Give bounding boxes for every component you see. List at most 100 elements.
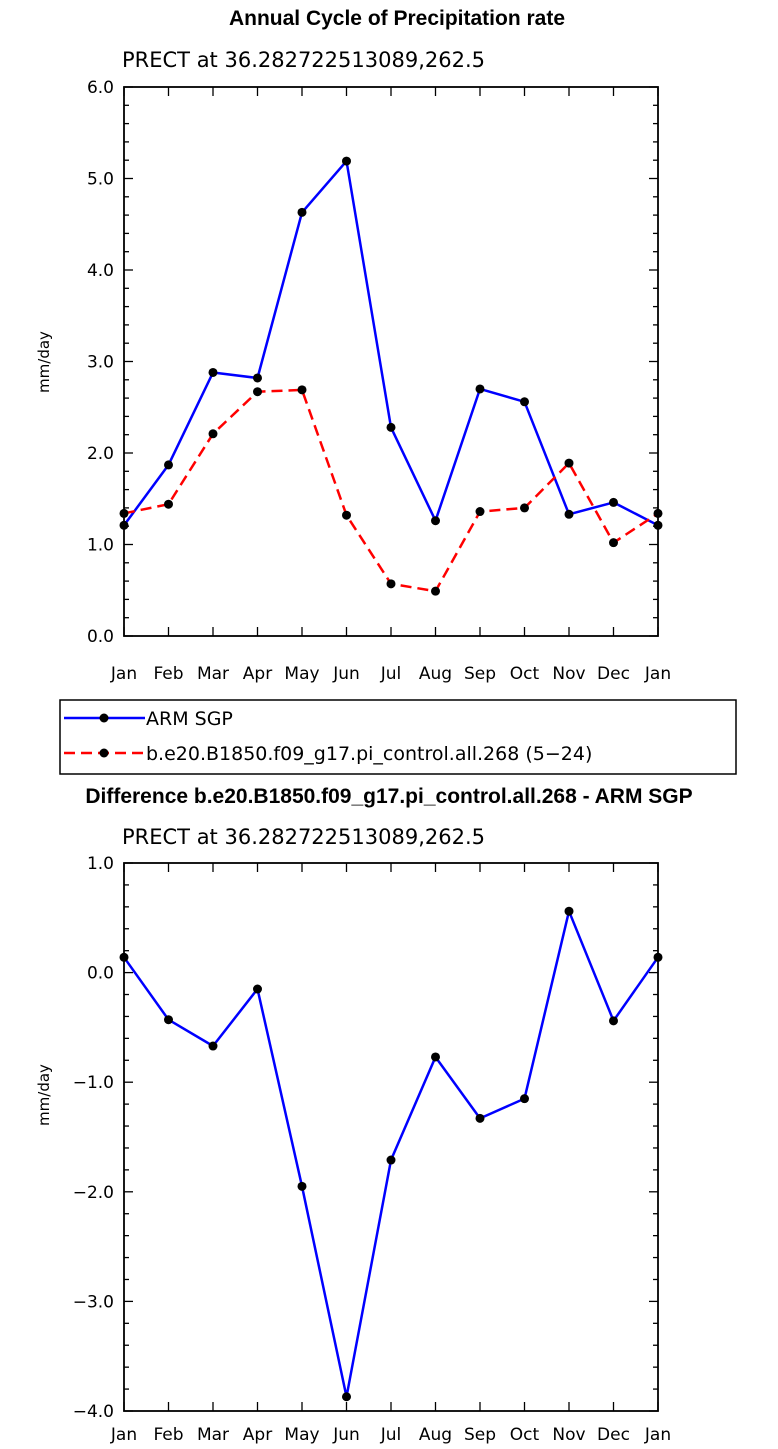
data-point-series-1 xyxy=(164,499,173,509)
x-tick-label: Aug xyxy=(419,1425,452,1445)
data-point-series-1 xyxy=(253,387,262,397)
axis-ticks xyxy=(123,862,659,1412)
data-point-series-1 xyxy=(653,508,663,518)
x-tick-label: Jan xyxy=(644,1425,671,1445)
data-point-series-0 xyxy=(208,1041,218,1051)
data-point-series-1 xyxy=(520,503,529,513)
y-tick-label: 1.0 xyxy=(87,536,114,556)
data-point-series-0 xyxy=(564,509,574,519)
x-tick-label: Dec xyxy=(597,1425,630,1445)
x-tick-label: Jun xyxy=(332,1425,360,1445)
data-point-series-0 xyxy=(164,460,173,470)
data-point-series-1 xyxy=(386,579,396,589)
data-point-series-1 xyxy=(564,458,574,468)
y-tick-label: −2.0 xyxy=(73,1183,114,1203)
x-tick-label: Jul xyxy=(380,664,402,684)
axis-ticks xyxy=(123,86,659,637)
x-tick-label: Apr xyxy=(243,1425,272,1445)
data-point-series-1 xyxy=(431,586,440,596)
x-tick-label: Aug xyxy=(419,664,452,684)
x-tick-label: May xyxy=(284,664,319,684)
data-point-series-1 xyxy=(119,508,129,518)
data-point-series-0 xyxy=(208,367,218,377)
data-point-series-0 xyxy=(609,497,618,507)
difference-chart: Difference b.e20.B1850.f09_g17.pi_contro… xyxy=(35,785,693,1445)
data-point-series-0 xyxy=(253,984,262,994)
data-point-series-0 xyxy=(297,207,307,217)
data-point-series-0 xyxy=(119,952,129,962)
series-layer xyxy=(119,156,663,596)
data-point-series-1 xyxy=(297,385,307,395)
y-tick-label: 6.0 xyxy=(87,78,114,98)
data-point-series-1 xyxy=(208,429,218,439)
chart-subtitle: PRECT at 36.282722513089,262.5 xyxy=(122,48,485,72)
x-tick-label: Jun xyxy=(332,664,360,684)
data-point-series-0 xyxy=(564,906,574,916)
y-tick-label: −4.0 xyxy=(73,1402,114,1422)
x-tick-label: Feb xyxy=(153,664,183,684)
x-tick-label: Feb xyxy=(153,1425,183,1445)
legend-label-arm-sgp: ARM SGP xyxy=(146,708,233,730)
chart-subtitle: PRECT at 36.282722513089,262.5 xyxy=(122,825,485,849)
data-point-series-1 xyxy=(609,538,618,548)
y-axis-label: mm/day xyxy=(35,331,53,393)
x-tick-label: Mar xyxy=(197,664,229,684)
legend-marker-model xyxy=(99,748,109,758)
x-tick-label: Jan xyxy=(644,664,671,684)
data-point-series-0 xyxy=(520,397,529,407)
legend: ARM SGP b.e20.B1850.f09_g17.pi_control.a… xyxy=(59,699,737,775)
data-point-series-0 xyxy=(431,516,440,526)
x-tick-label: Mar xyxy=(197,1425,229,1445)
chart-title: Annual Cycle of Precipitation rate xyxy=(229,7,565,30)
x-tick-labels: Jan Feb Mar Apr May Jun Jul Aug Sep Oct Nov Dec Jan xyxy=(110,664,671,684)
y-tick-label: 0.0 xyxy=(87,627,114,647)
plot-frame xyxy=(123,862,659,1412)
y-tick-labels: 0.0 1.0 2.0 3.0 4.0 5.0 6.0 xyxy=(87,78,114,647)
x-tick-label: Jul xyxy=(380,1425,402,1445)
data-point-series-0 xyxy=(386,422,396,432)
x-tick-label: Oct xyxy=(510,664,540,684)
data-point-series-0 xyxy=(297,1181,307,1191)
data-point-series-0 xyxy=(475,384,485,394)
y-tick-labels: −4.0 −3.0 −2.0 −1.0 0.0 1.0 xyxy=(73,854,114,1422)
legend-box xyxy=(59,699,737,775)
y-tick-label: 5.0 xyxy=(87,170,114,190)
y-tick-label: −1.0 xyxy=(73,1073,114,1093)
series-line-0 xyxy=(122,909,660,1399)
legend-label-model: b.e20.B1850.f09_g17.pi_control.all.268 (… xyxy=(146,743,592,765)
y-tick-label: 0.0 xyxy=(87,964,114,984)
data-point-series-0 xyxy=(119,520,129,530)
data-point-series-0 xyxy=(386,1155,396,1165)
chart-title: Difference b.e20.B1850.f09_g17.pi_contro… xyxy=(85,785,692,808)
series-layer xyxy=(119,906,663,1402)
data-point-series-0 xyxy=(609,1016,618,1026)
x-tick-label: Sep xyxy=(464,1425,496,1445)
x-tick-label: Oct xyxy=(510,1425,540,1445)
data-point-series-0 xyxy=(431,1052,440,1062)
y-tick-label: 2.0 xyxy=(87,444,114,464)
data-point-series-0 xyxy=(253,373,262,383)
data-point-series-1 xyxy=(342,510,351,520)
y-axis-label: mm/day xyxy=(35,1064,53,1126)
data-point-series-0 xyxy=(342,156,351,166)
x-tick-labels: Jan Feb Mar Apr May Jun Jul Aug Sep Oct Nov Dec Jan xyxy=(110,1425,671,1445)
x-tick-label: Sep xyxy=(464,664,496,684)
y-tick-label: 3.0 xyxy=(87,353,114,373)
y-tick-label: −3.0 xyxy=(73,1292,114,1312)
data-point-series-0 xyxy=(653,520,663,530)
plot-frame xyxy=(123,86,659,637)
legend-marker-arm-sgp xyxy=(99,713,109,723)
y-tick-label: 1.0 xyxy=(87,854,114,874)
legend-item-model: b.e20.B1850.f09_g17.pi_control.all.268 (… xyxy=(64,743,592,765)
x-tick-label: Nov xyxy=(552,664,585,684)
legend-item-arm-sgp: ARM SGP xyxy=(64,708,233,730)
series-line-0 xyxy=(122,159,659,527)
data-point-series-0 xyxy=(653,952,663,962)
x-tick-label: Apr xyxy=(243,664,272,684)
annual-cycle-chart: Annual Cycle of Precipitation rate PRECT… xyxy=(35,7,671,684)
y-tick-label: 4.0 xyxy=(87,261,114,281)
data-point-series-0 xyxy=(520,1094,529,1104)
data-point-series-0 xyxy=(342,1392,351,1402)
x-tick-label: Dec xyxy=(597,664,630,684)
